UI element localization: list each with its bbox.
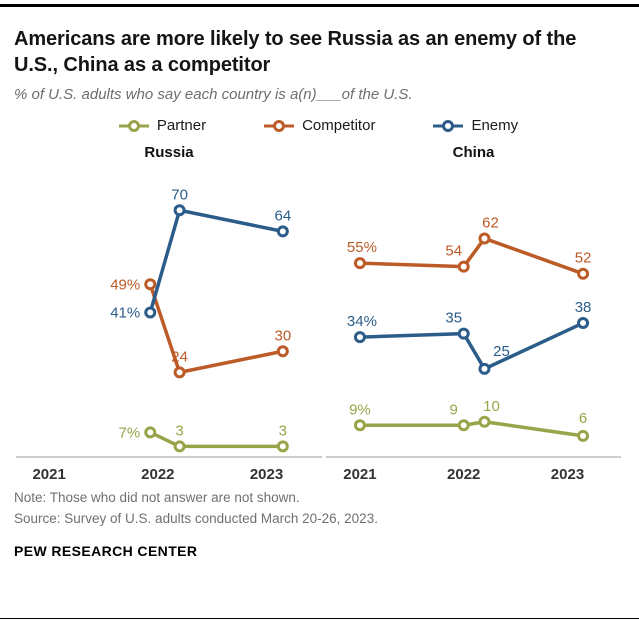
value-label: 55% <box>347 239 377 256</box>
russia-chart: 2021 2022 2023 7% 3 3 49% 24 30 41% 70 64 <box>16 186 322 483</box>
source-text: Source: Survey of U.S. adults conducted … <box>14 510 378 526</box>
panel-russia: Russia 2021 2022 2023 7% 3 3 49% 24 30 41% 70 64 <box>14 144 324 487</box>
china-chart: 2021 2022 2023 9% 9 10 6 55% 54 62 52 34% 35 25 38 <box>326 214 621 483</box>
panel-china: China 2021 2022 2023 9% 9 10 6 55% 54 62 52 34% 35 25… <box>324 144 623 487</box>
legend: Partner Competitor Enemy <box>14 117 623 134</box>
page-title: Americans are more likely to see Russia … <box>14 28 577 76</box>
x-tick-label: 2022 <box>447 466 480 483</box>
series-line-competitor <box>148 282 285 375</box>
legend-label-competitor: Competitor <box>302 117 376 134</box>
value-label: 9 <box>450 401 458 418</box>
series-line-enemy <box>148 208 285 315</box>
data-point-competitor <box>173 366 186 379</box>
value-label: 24 <box>171 348 188 365</box>
value-label: 3 <box>279 422 287 439</box>
value-label: 70 <box>171 186 188 203</box>
value-label: 6 <box>579 410 587 427</box>
data-point-competitor <box>276 345 289 358</box>
data-point-competitor <box>457 260 470 273</box>
value-label: 38 <box>575 299 592 316</box>
legend-item-competitor: Competitor <box>264 117 375 134</box>
data-point-partner <box>144 426 157 439</box>
data-point-partner <box>577 429 590 442</box>
x-tick-label: 2021 <box>343 466 376 483</box>
bottom-rule <box>0 618 639 619</box>
series-line-competitor <box>358 236 585 276</box>
x-tick-label: 2022 <box>141 466 174 483</box>
data-point-enemy <box>144 306 157 319</box>
data-point-competitor <box>353 257 366 270</box>
value-label: 9% <box>349 401 371 418</box>
data-point-enemy <box>276 225 289 238</box>
series-line-partner <box>358 420 585 438</box>
value-label: 7% <box>119 424 141 441</box>
note-text: Note: Those who did not answer are not s… <box>14 490 300 505</box>
value-label: 41% <box>110 304 140 321</box>
value-label: 30 <box>274 327 291 344</box>
value-label: 64 <box>274 207 291 224</box>
enemy-legend-marker-icon <box>433 119 464 132</box>
competitor-legend-marker-icon <box>264 119 295 132</box>
legend-label-enemy: Enemy <box>471 117 519 134</box>
data-point-competitor <box>478 232 491 245</box>
x-tick-label: 2023 <box>551 466 584 483</box>
panel-title-russia: Russia <box>144 144 194 161</box>
data-point-partner <box>478 415 491 428</box>
data-point-enemy <box>353 331 366 344</box>
series-line-enemy <box>358 321 585 371</box>
content: Americans are more likely to see Russia … <box>14 28 623 559</box>
series-line-partner <box>148 430 285 449</box>
data-point-enemy <box>457 327 470 340</box>
x-tick-label: 2021 <box>32 466 65 483</box>
legend-item-partner: Partner <box>118 117 207 134</box>
chart-panels: Russia 2021 2022 2023 7% 3 3 49% 24 30 41% 70 64 Ch… <box>14 144 623 487</box>
value-label: 35 <box>445 310 462 327</box>
panel-title-china: China <box>452 144 495 161</box>
data-point-partner <box>276 440 289 453</box>
top-rule <box>0 4 639 7</box>
data-point-competitor <box>144 278 157 291</box>
value-label: 49% <box>110 276 140 293</box>
subtitle: % of U.S. adults who say each country is… <box>14 86 413 103</box>
data-point-enemy <box>577 317 590 330</box>
data-point-enemy <box>478 362 491 375</box>
legend-label-partner: Partner <box>156 117 207 134</box>
legend-item-enemy: Enemy <box>433 117 518 134</box>
value-label: 34% <box>347 313 377 330</box>
data-point-partner <box>457 419 470 432</box>
x-tick-label: 2023 <box>250 466 283 483</box>
value-label: 54 <box>445 243 462 260</box>
data-point-enemy <box>173 204 186 217</box>
data-point-partner <box>173 440 186 453</box>
brand-footer: PEW RESEARCH CENTER <box>14 542 198 559</box>
data-point-partner <box>353 419 366 432</box>
partner-legend-marker-icon <box>118 119 149 132</box>
value-label: 62 <box>482 214 499 231</box>
value-label: 25 <box>493 343 510 360</box>
value-label: 52 <box>575 250 592 267</box>
value-label: 10 <box>483 398 500 415</box>
value-label: 3 <box>175 422 183 439</box>
data-point-competitor <box>577 267 590 280</box>
